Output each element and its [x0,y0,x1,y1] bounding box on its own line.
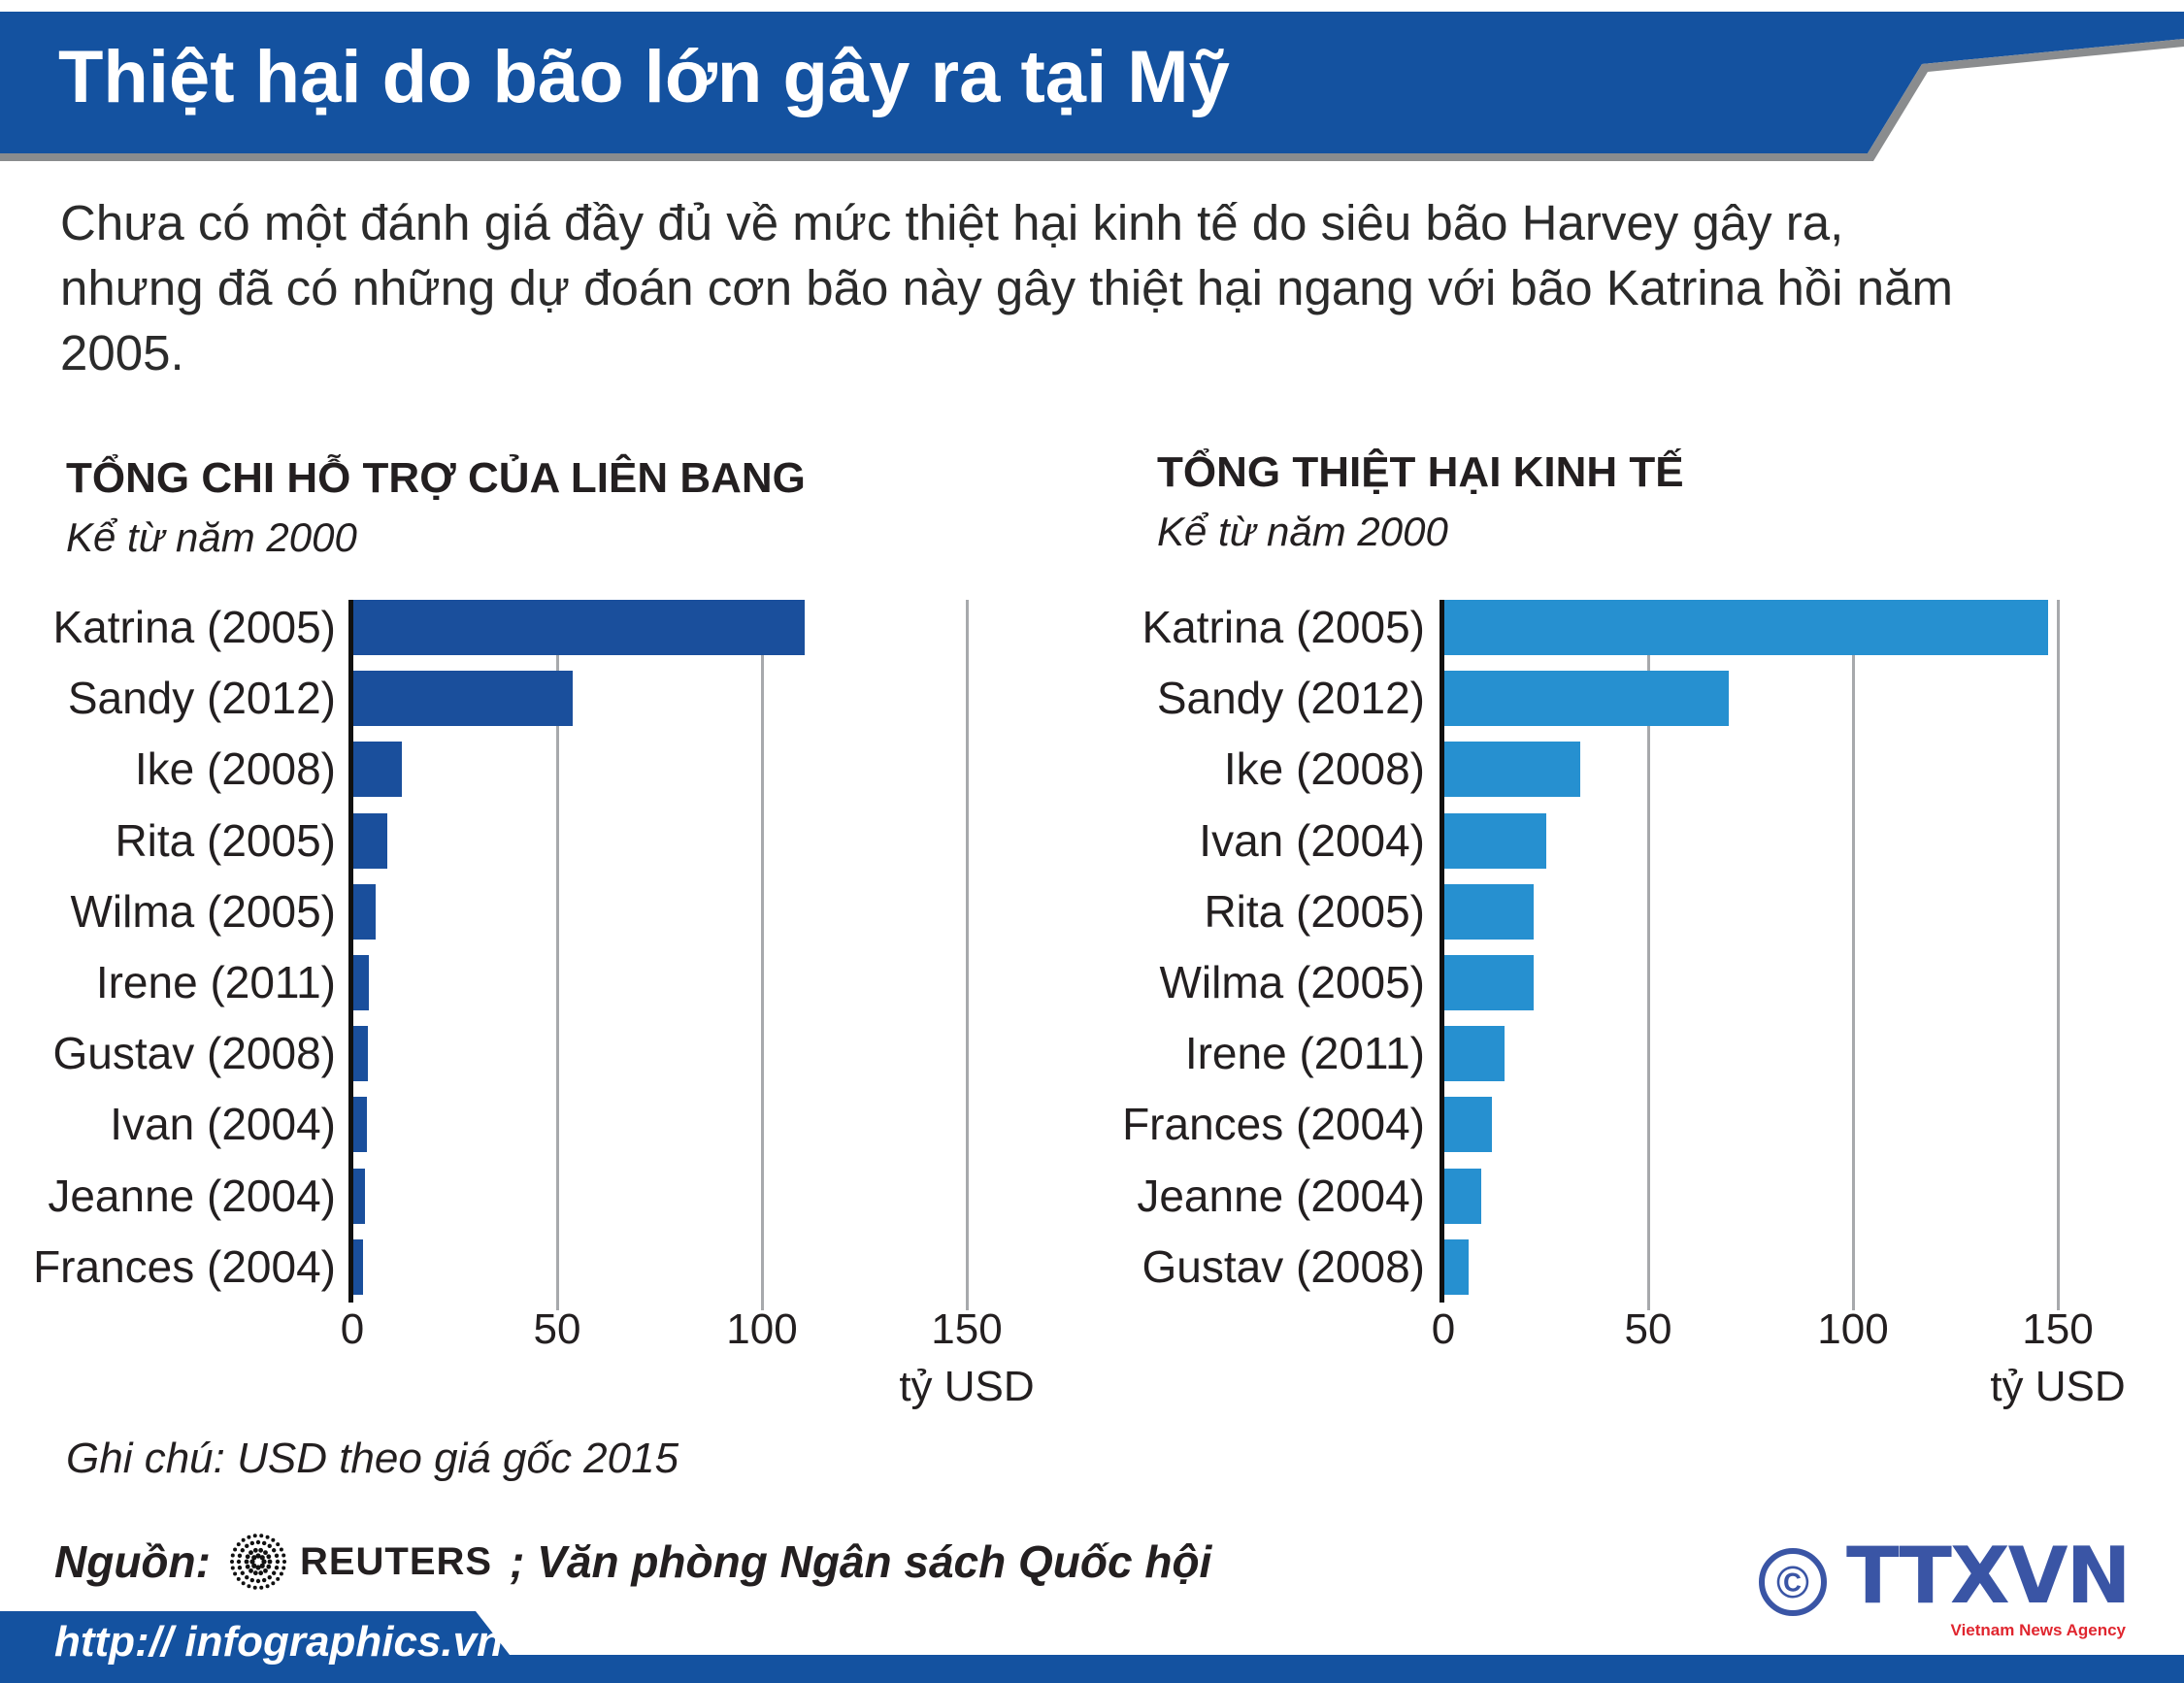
bar-category-label: Wilma (2005) [70,885,336,937]
bar-category-label: Ivan (2004) [110,1099,336,1150]
bar-category-label: Gustav (2008) [1142,1240,1425,1292]
gridline [2057,600,2060,1310]
bar [1443,883,1535,940]
gridline [761,600,764,1310]
bar [352,1238,364,1295]
ttxvn-logo: TTXVN [1846,1531,2132,1621]
tick-label: 50 [1624,1305,1672,1353]
bar [1443,955,1535,1010]
website-url[interactable]: http:// infographics.vn [54,1618,503,1666]
copyright-icon: © [1759,1548,1827,1616]
reuters-dots-icon [229,1534,286,1590]
bar [352,600,806,655]
bar [1443,1238,1469,1295]
tick-label: 50 [533,1305,581,1353]
bar-category-label: Wilma (2005) [1159,957,1425,1007]
bar-category-label: Jeanne (2004) [1137,1170,1425,1221]
gridline [1647,600,1650,1310]
bar-category-label: Jeanne (2004) [48,1170,336,1221]
bar [1443,742,1580,798]
tick-label: 0 [1431,1305,1456,1353]
tick-label: 150 [2022,1305,2094,1353]
left-chart-title: TỔNG CHI HỖ TRỢ CỦA LIÊN BANG [66,454,806,502]
intro-text: Chưa có một đánh giá đầy đủ về mức thiệt… [60,195,1953,380]
bar-category-label: Katrina (2005) [52,602,337,652]
bar [352,955,370,1010]
reuters-text: REUTERS [299,1539,493,1583]
bar-category-label: Irene (2011) [1184,1028,1425,1079]
tick-label: 100 [726,1305,798,1353]
bar-category-label: Gustav (2008) [52,1028,336,1079]
bar-category-label: Rita (2005) [1204,885,1425,937]
source-label: Nguồn: [54,1536,211,1587]
bar-category-label: Sandy (2012) [67,673,336,724]
bar-category-label: Frances (2004) [33,1240,336,1292]
bar [352,812,387,869]
ttxvn-logo-sub: Vietnam News Agency [1950,1621,2126,1639]
y-axis-line [348,600,353,1303]
right-chart-subtitle: Kể từ năm 2000 [1157,509,1448,554]
bar [1443,1097,1493,1153]
bar-category-label: Sandy (2012) [1156,673,1425,724]
left-chart-subtitle: Kể từ năm 2000 [66,514,357,560]
note: Ghi chú: USD theo giá gốc 2015 [66,1435,679,1482]
tick-label: 100 [1817,1305,1889,1353]
header-band [0,12,2184,161]
bar [352,742,403,798]
bar [1443,600,2048,655]
bar-category-label: Ike (2008) [134,743,336,795]
gridline [1852,600,1855,1310]
bar [352,883,377,940]
source: Nguồn: REUTERS ; Văn phòng Ngân sách Quố… [54,1532,1211,1592]
source-rest: ; Văn phòng Ngân sách Quốc hội [510,1536,1212,1587]
bar [1443,671,1730,727]
bar-category-label: Katrina (2005) [1142,602,1426,652]
bar-category-label: Ike (2008) [1223,743,1425,795]
tick-label: 150 [931,1305,1003,1353]
page-title: Thiệt hại do bão lớn gây ra tại Mỹ [58,36,1230,118]
right-chart-title: TỔNG THIỆT HẠI KINH TẾ [1157,448,1684,496]
bar [352,671,573,727]
bar [352,1097,368,1153]
bar [352,1026,368,1082]
bar [352,1168,365,1224]
axis-unit-label: tỷ USD [899,1363,1035,1410]
bar [1443,1168,1481,1224]
gridline [966,600,969,1310]
bar-category-label: Ivan (2004) [1199,814,1425,866]
bar-category-label: Frances (2004) [1122,1099,1425,1150]
bar-category-label: Rita (2005) [115,814,336,866]
gridline [556,600,559,1310]
reuters-logo: REUTERS [228,1532,492,1592]
tick-label: 0 [340,1305,365,1353]
bar [1443,1026,1506,1082]
footer-band [0,1611,2184,1683]
bar [1443,812,1547,869]
bar-category-label: Irene (2011) [95,957,336,1007]
axis-unit-label: tỷ USD [1990,1363,2126,1410]
y-axis-line [1439,600,1444,1303]
